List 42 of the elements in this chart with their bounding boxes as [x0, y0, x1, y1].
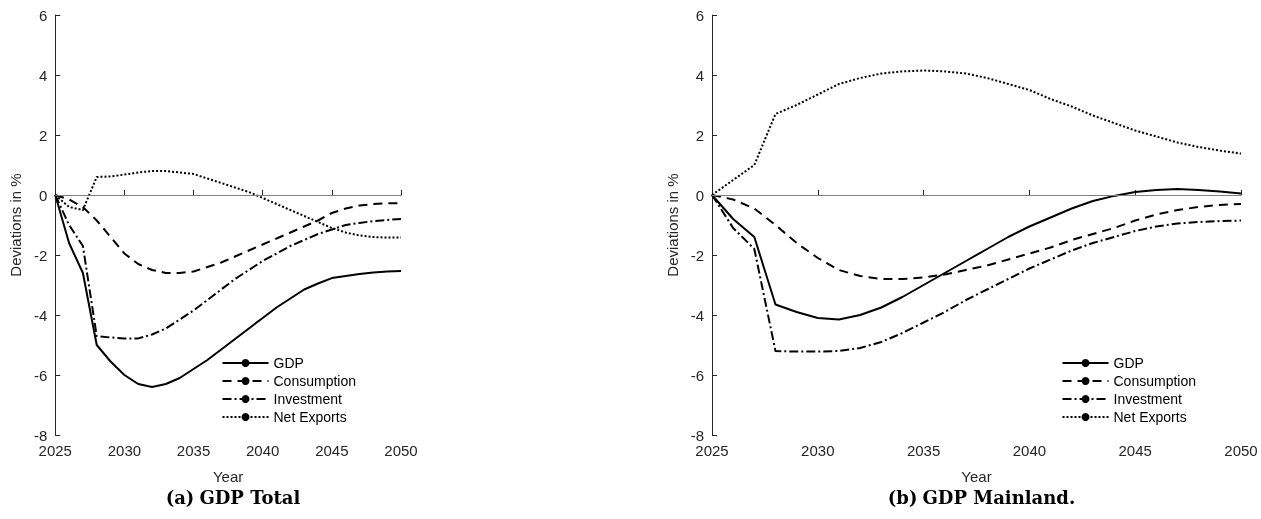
y-tick-label: 4 [38, 66, 48, 84]
y-tick-label: -8 [690, 426, 704, 444]
text: (a) GDP Total [165, 486, 301, 508]
legend-label: Consumption [273, 373, 357, 389]
x-axis-title: Year [961, 468, 992, 485]
x-tick-label: 2045 [315, 442, 349, 459]
y-tick-label: -2 [690, 246, 704, 264]
y-tick-label: -2 [33, 246, 48, 264]
x-tick-label: 2035 [176, 442, 211, 459]
y-axis-title: Deviations in % [7, 173, 24, 277]
y-axis-title: Deviations in % [663, 173, 681, 277]
legend-label: Investment [273, 391, 343, 407]
y-tick-label: 2 [38, 126, 48, 144]
legend-label: Investment [1113, 391, 1183, 407]
legend-label: GDP [273, 355, 304, 371]
x-tick-label: 2050 [1224, 442, 1258, 459]
y-tick-label: 0 [38, 186, 48, 204]
x-tick-label: 2040 [246, 442, 280, 459]
legend-label: Consumption [1113, 373, 1197, 389]
x-tick-label: 2045 [1118, 442, 1152, 459]
x-tick-label: 2025 [695, 442, 729, 459]
y-tick-label: 6 [695, 6, 704, 24]
text: (b) GDP Mainland. [887, 486, 1076, 508]
y-tick-label: 0 [695, 186, 704, 204]
y-tick-label: -6 [690, 366, 704, 384]
y-tick-label: -4 [33, 306, 48, 324]
y-tick-label: -6 [33, 366, 48, 384]
x-tick-label: 2040 [1012, 442, 1047, 459]
x-tick-label: 2030 [107, 442, 142, 459]
y-tick-label: 4 [695, 66, 704, 84]
x-axis-title: Year [212, 468, 244, 485]
legend-label: GDP [1113, 355, 1144, 371]
y-tick-label: 2 [695, 126, 704, 144]
x-tick-label: 2025 [38, 442, 72, 459]
y-tick-label: -4 [690, 306, 704, 324]
legend-label: Net Exports [273, 409, 347, 425]
legend-label: Net Exports [1113, 409, 1187, 425]
y-tick-label: 6 [38, 6, 48, 24]
x-tick-label: 2035 [906, 442, 941, 459]
y-tick-label: -8 [33, 426, 48, 444]
x-tick-label: 2030 [801, 442, 835, 459]
x-tick-label: 2050 [384, 442, 418, 459]
